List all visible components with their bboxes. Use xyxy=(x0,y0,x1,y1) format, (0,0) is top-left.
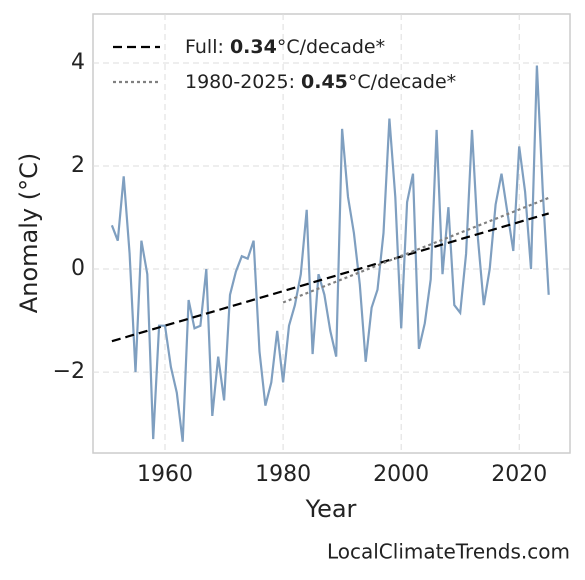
y-tick-label: 4 xyxy=(71,50,85,75)
y-axis-label: Anomaly (°C) xyxy=(15,153,43,313)
legend-text: 1980-2025: xyxy=(185,71,301,93)
legend-unit: °C/decade* xyxy=(277,36,385,58)
y-tick-label: 0 xyxy=(71,256,85,281)
x-tick-label: 1980 xyxy=(255,462,311,487)
x-tick-label: 2000 xyxy=(373,462,429,487)
legend-slope: 0.45 xyxy=(301,71,348,93)
y-tick-label: 2 xyxy=(71,153,85,178)
x-tick-label: 2020 xyxy=(491,462,547,487)
x-axis-label: Year xyxy=(305,495,357,523)
data-line xyxy=(110,65,550,442)
y-tick-label: −2 xyxy=(53,359,85,384)
plot-frame xyxy=(92,13,571,454)
legend-unit: °C/decade* xyxy=(348,71,456,93)
legend-slope: 0.34 xyxy=(230,36,277,58)
trend-line xyxy=(111,212,550,343)
source: LocalClimateTrends.com xyxy=(327,540,570,564)
legend-label: 1980-2025: 0.45°C/decade* xyxy=(185,71,456,93)
legend-text: Full: xyxy=(185,36,230,58)
legend-label: Full: 0.34°C/decade* xyxy=(185,36,385,58)
x-tick-label: 1960 xyxy=(137,462,193,487)
